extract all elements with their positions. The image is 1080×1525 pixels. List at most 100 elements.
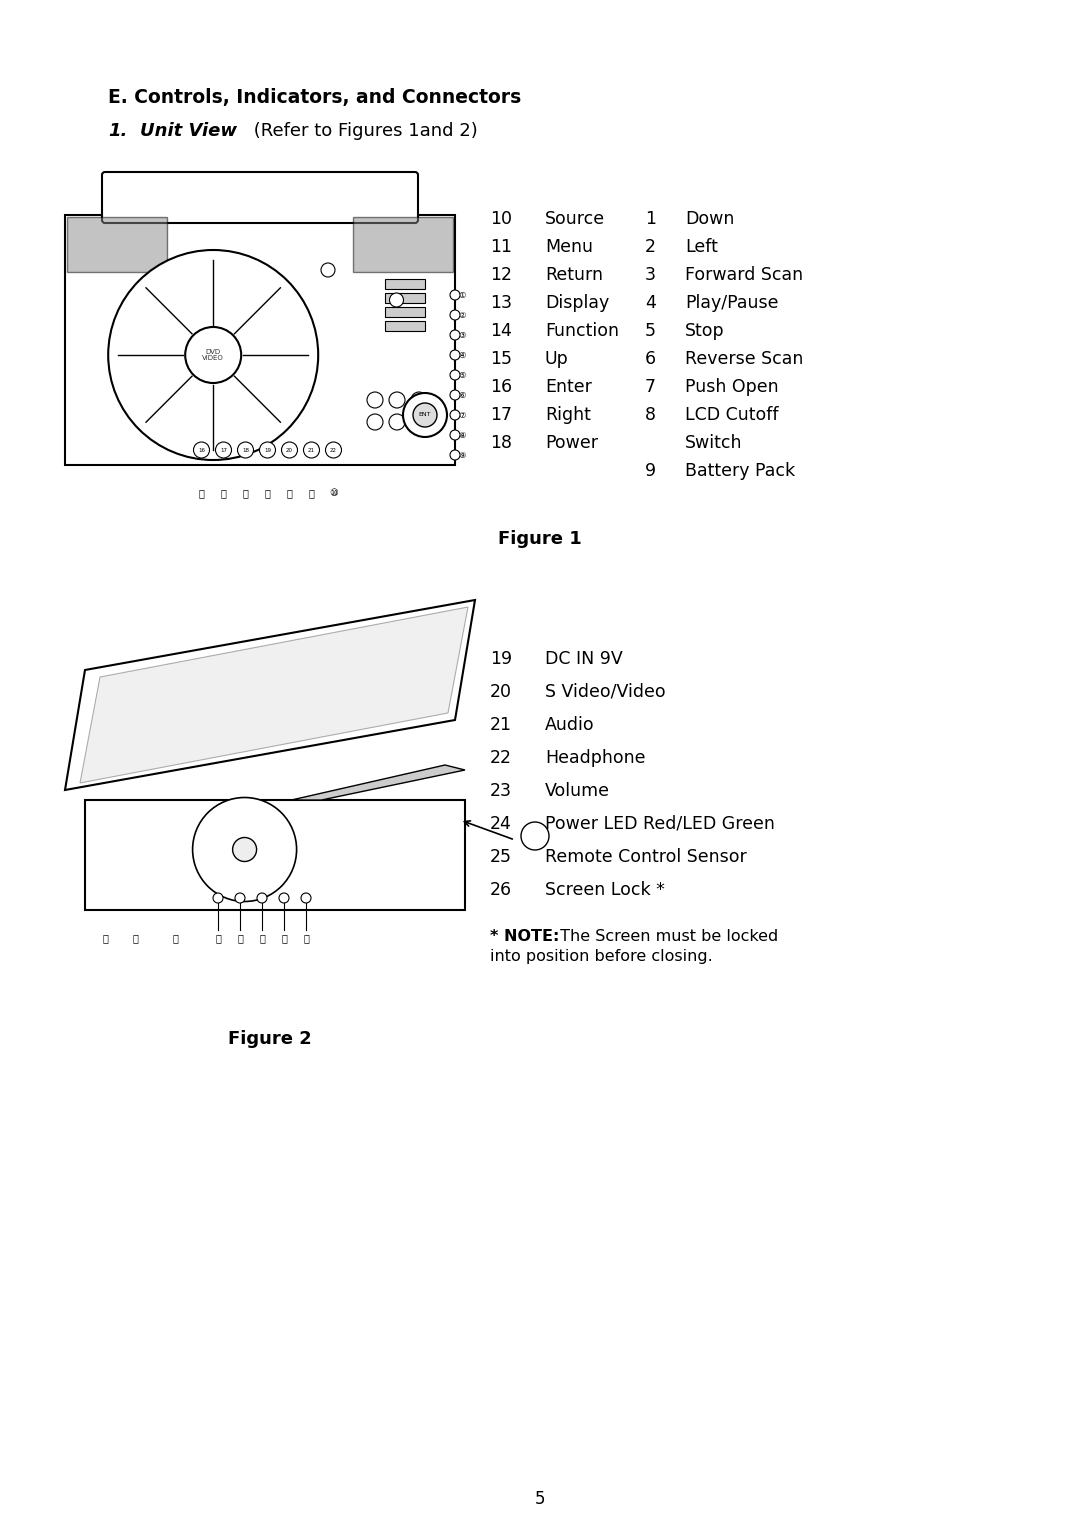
Text: The Screen must be locked: The Screen must be locked: [555, 929, 779, 944]
Text: DVD
VIDEO: DVD VIDEO: [202, 349, 224, 361]
Text: Source: Source: [545, 210, 605, 229]
Text: ②: ②: [458, 311, 465, 320]
Bar: [384, 293, 426, 303]
Text: Forward Scan: Forward Scan: [685, 265, 804, 284]
Text: Right: Right: [545, 406, 591, 424]
Text: 19: 19: [490, 650, 512, 668]
Text: 18: 18: [490, 435, 512, 451]
Text: Left: Left: [685, 238, 718, 256]
Bar: [384, 279, 426, 290]
Text: into position before closing.: into position before closing.: [490, 949, 713, 964]
Text: 12: 12: [490, 265, 512, 284]
Text: ㉒: ㉒: [281, 933, 287, 942]
FancyBboxPatch shape: [102, 172, 418, 223]
Text: ⑭: ⑭: [243, 488, 248, 499]
Text: Return: Return: [545, 265, 603, 284]
Circle shape: [403, 393, 447, 438]
Circle shape: [185, 326, 241, 383]
Text: 5: 5: [645, 322, 656, 340]
Bar: [384, 307, 426, 317]
Text: 11: 11: [490, 238, 512, 256]
Polygon shape: [292, 766, 465, 801]
Text: 8: 8: [645, 406, 656, 424]
Text: Play/Pause: Play/Pause: [685, 294, 779, 313]
Text: ⑯: ⑯: [199, 488, 204, 499]
Text: 21: 21: [308, 447, 315, 453]
Circle shape: [450, 390, 460, 400]
Text: 14: 14: [490, 322, 512, 340]
Circle shape: [367, 413, 383, 430]
Text: Display: Display: [545, 294, 609, 313]
Text: ⑨: ⑨: [458, 450, 465, 459]
Text: ⑳: ⑳: [103, 933, 108, 942]
Text: ㉔: ㉔: [172, 933, 178, 942]
Circle shape: [257, 894, 267, 903]
Bar: [384, 320, 426, 331]
Circle shape: [321, 262, 335, 278]
Text: Battery Pack: Battery Pack: [685, 462, 795, 480]
Text: LCD Cutoff: LCD Cutoff: [685, 406, 779, 424]
Text: 21: 21: [490, 717, 512, 734]
Text: 16: 16: [198, 447, 205, 453]
Circle shape: [238, 442, 254, 457]
Text: 19: 19: [264, 447, 271, 453]
Text: ⑤: ⑤: [458, 371, 465, 380]
Text: Headphone: Headphone: [545, 749, 646, 767]
Text: ENT: ENT: [419, 412, 431, 418]
Text: ⑫: ⑫: [286, 488, 293, 499]
Text: 22: 22: [490, 749, 512, 767]
Text: Push Open: Push Open: [685, 378, 779, 396]
Text: (Refer to Figures 1and 2): (Refer to Figures 1and 2): [248, 122, 477, 140]
Text: 17: 17: [220, 447, 227, 453]
Text: Unit View: Unit View: [140, 122, 237, 140]
Bar: [67, 217, 167, 271]
Text: 25: 25: [490, 848, 512, 866]
Bar: [353, 217, 453, 271]
Circle shape: [282, 442, 297, 457]
Text: Screen Lock *: Screen Lock *: [545, 881, 665, 900]
Circle shape: [450, 371, 460, 380]
Circle shape: [450, 310, 460, 320]
Text: 23: 23: [490, 782, 512, 801]
Text: 13: 13: [490, 294, 512, 313]
Text: ㉕: ㉕: [132, 933, 138, 942]
Circle shape: [216, 442, 231, 457]
Text: Figure 1: Figure 1: [498, 531, 582, 547]
Text: Stop: Stop: [685, 322, 725, 340]
Text: E. Controls, Indicators, and Connectors: E. Controls, Indicators, and Connectors: [108, 88, 522, 107]
Text: 18: 18: [242, 447, 249, 453]
Text: ⑱: ⑱: [325, 265, 330, 274]
Text: ⑥: ⑥: [458, 390, 465, 400]
Text: ⑮: ⑮: [220, 488, 227, 499]
Text: 1.: 1.: [108, 122, 127, 140]
Circle shape: [232, 837, 257, 862]
Text: ⑦: ⑦: [458, 410, 465, 419]
Text: ⑲: ⑲: [215, 933, 221, 942]
Text: ⑬: ⑬: [265, 488, 270, 499]
Circle shape: [390, 293, 404, 307]
Bar: [65, 215, 455, 465]
Text: 4: 4: [645, 294, 656, 313]
Text: 20: 20: [490, 683, 512, 702]
Circle shape: [413, 403, 437, 427]
Circle shape: [259, 442, 275, 457]
Text: ⑰: ⑰: [393, 294, 400, 305]
Text: 2: 2: [645, 238, 656, 256]
Circle shape: [301, 894, 311, 903]
Text: Power LED Red/LED Green: Power LED Red/LED Green: [545, 814, 774, 833]
Text: ⑩: ⑩: [329, 488, 338, 499]
Circle shape: [411, 392, 427, 409]
Text: 17: 17: [490, 406, 512, 424]
Text: 6: 6: [645, 351, 657, 368]
Circle shape: [450, 410, 460, 419]
Text: * NOTE:: * NOTE:: [490, 929, 559, 944]
Text: 1: 1: [645, 210, 656, 229]
Bar: [85, 801, 465, 910]
Text: Remote Control Sensor: Remote Control Sensor: [545, 848, 746, 866]
Text: DC IN 9V: DC IN 9V: [545, 650, 623, 668]
Text: Up: Up: [545, 351, 569, 368]
Circle shape: [411, 413, 427, 430]
Circle shape: [389, 413, 405, 430]
Text: Down: Down: [685, 210, 734, 229]
Text: 7: 7: [645, 378, 656, 396]
